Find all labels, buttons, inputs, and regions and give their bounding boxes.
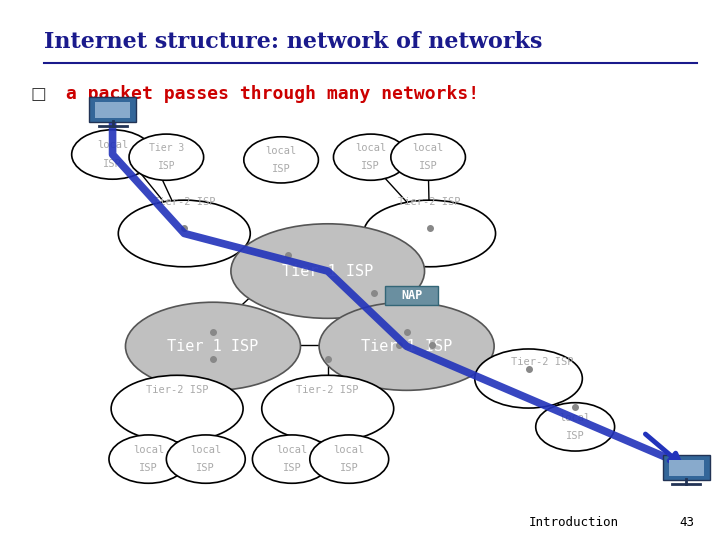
Text: Tier 1 ISP: Tier 1 ISP xyxy=(361,339,452,354)
Text: local: local xyxy=(559,413,591,423)
Text: Tier-2 ISP: Tier-2 ISP xyxy=(153,197,215,207)
Text: ISP: ISP xyxy=(282,463,301,474)
Text: □: □ xyxy=(30,85,46,103)
Text: ISP: ISP xyxy=(566,431,585,441)
Ellipse shape xyxy=(364,200,495,267)
Ellipse shape xyxy=(109,435,188,483)
Text: local: local xyxy=(132,445,164,455)
Text: Internet structure: network of networks: Internet structure: network of networks xyxy=(45,31,543,53)
Text: Tier-2 ISP: Tier-2 ISP xyxy=(146,384,208,395)
Ellipse shape xyxy=(333,134,408,180)
Text: local: local xyxy=(266,146,297,156)
Ellipse shape xyxy=(536,403,615,451)
Text: ISP: ISP xyxy=(197,463,215,474)
Ellipse shape xyxy=(166,435,246,483)
Ellipse shape xyxy=(262,375,394,442)
Text: local: local xyxy=(355,143,387,153)
FancyBboxPatch shape xyxy=(669,460,704,476)
Text: local: local xyxy=(97,140,128,150)
Text: Tier 3: Tier 3 xyxy=(149,143,184,153)
Text: a packet passes through many networks!: a packet passes through many networks! xyxy=(55,85,480,103)
Ellipse shape xyxy=(118,200,251,267)
Text: ISP: ISP xyxy=(361,161,380,172)
Ellipse shape xyxy=(253,435,331,483)
Text: ISP: ISP xyxy=(103,159,122,169)
Text: local: local xyxy=(190,445,222,455)
Ellipse shape xyxy=(231,224,425,319)
Ellipse shape xyxy=(72,130,153,179)
Text: ISP: ISP xyxy=(139,463,158,474)
Ellipse shape xyxy=(111,375,243,442)
Ellipse shape xyxy=(244,137,318,183)
Text: local: local xyxy=(333,445,365,455)
Ellipse shape xyxy=(310,435,389,483)
Text: NAP: NAP xyxy=(401,289,423,302)
Ellipse shape xyxy=(129,134,204,180)
Ellipse shape xyxy=(474,349,582,408)
Text: 43: 43 xyxy=(679,516,694,529)
Ellipse shape xyxy=(319,302,494,390)
Text: ISP: ISP xyxy=(340,463,359,474)
Text: Tier-2 ISP: Tier-2 ISP xyxy=(398,197,461,207)
Text: ISP: ISP xyxy=(419,161,438,172)
Text: Tier-2 ISP: Tier-2 ISP xyxy=(297,384,359,395)
Text: Tier 1 ISP: Tier 1 ISP xyxy=(282,264,374,279)
Text: local: local xyxy=(413,143,444,153)
FancyBboxPatch shape xyxy=(89,97,136,122)
Text: ISP: ISP xyxy=(158,161,175,172)
Text: local: local xyxy=(276,445,307,455)
Text: Tier 1 ISP: Tier 1 ISP xyxy=(167,339,258,354)
Text: ISP: ISP xyxy=(271,164,290,174)
Text: Introduction: Introduction xyxy=(528,516,618,529)
FancyBboxPatch shape xyxy=(385,286,438,305)
Ellipse shape xyxy=(125,302,300,390)
Ellipse shape xyxy=(391,134,465,180)
FancyBboxPatch shape xyxy=(663,455,710,480)
FancyBboxPatch shape xyxy=(95,102,130,118)
Text: Tier-2 ISP: Tier-2 ISP xyxy=(510,357,573,367)
